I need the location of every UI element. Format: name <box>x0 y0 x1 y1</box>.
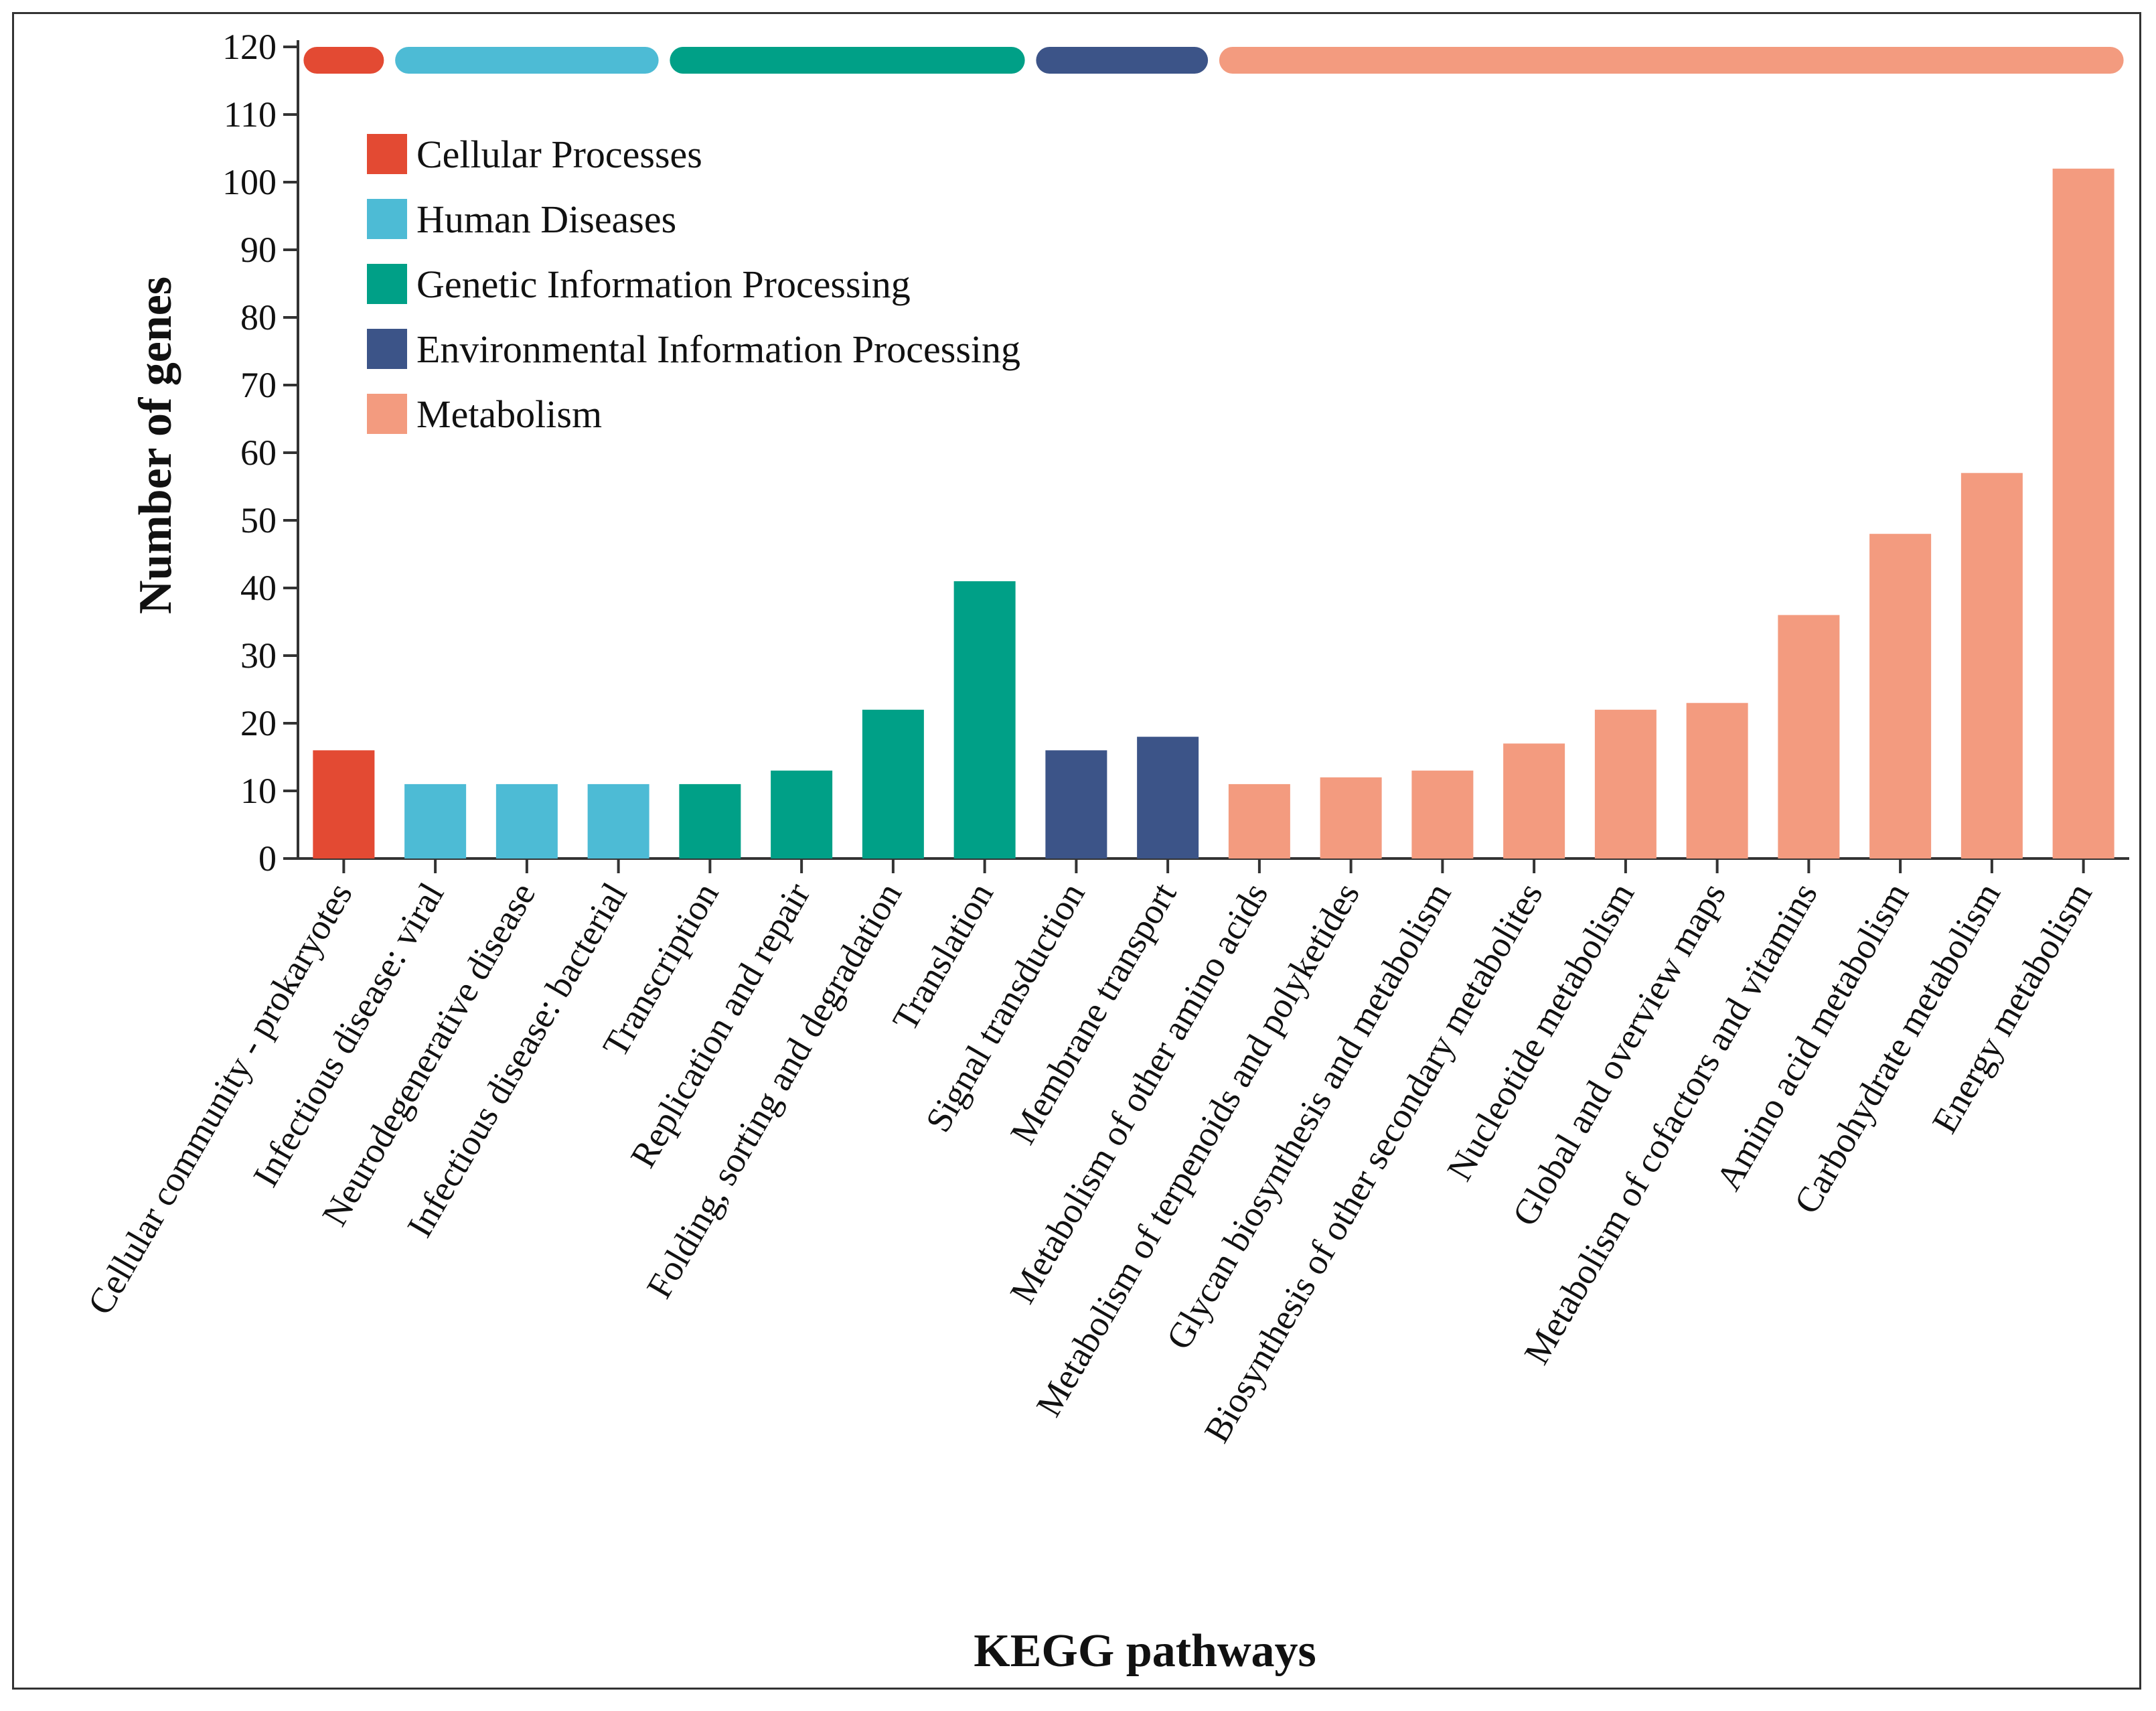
y-tick-label: 50 <box>240 500 277 540</box>
x-axis-label: KEGG pathways <box>974 1625 1316 1677</box>
legend-label: Human Diseases <box>416 198 676 241</box>
y-tick-label: 40 <box>240 568 277 608</box>
bar <box>1686 702 1748 859</box>
group-indicator-bar <box>1036 47 1209 74</box>
legend-label: Metabolism <box>416 392 602 436</box>
bar <box>1869 534 1932 859</box>
bars <box>313 168 2114 859</box>
y-tick-label: 90 <box>240 230 277 270</box>
y-tick-label: 120 <box>222 27 277 67</box>
y-axis-label: Number of genes <box>130 277 181 614</box>
group-indicator-bar <box>303 47 384 74</box>
legend-swatch <box>367 264 407 304</box>
group-indicator-bar <box>1219 47 2124 74</box>
y-tick-label: 60 <box>240 433 277 473</box>
bar <box>1411 770 1474 859</box>
bar <box>1594 709 1657 859</box>
bar <box>862 709 924 859</box>
legend-label: Environmental Information Processing <box>416 327 1020 371</box>
bar <box>495 784 558 859</box>
bar <box>1045 750 1107 859</box>
legend-swatch <box>367 329 407 369</box>
bar <box>1503 743 1565 859</box>
bar <box>1960 473 2023 859</box>
legend-label: Genetic Information Processing <box>416 263 911 306</box>
y-tick-label: 20 <box>240 703 277 743</box>
category-labels: Cellular community - prokaryotesInfectio… <box>80 876 2100 1449</box>
y-tick-label: 30 <box>240 636 277 676</box>
bar <box>953 581 1016 859</box>
y-tick-label: 110 <box>224 94 277 135</box>
bar <box>1320 777 1382 859</box>
legend-swatch <box>367 199 407 239</box>
y-tick-label: 10 <box>240 771 277 811</box>
x-tick-label: Biosynthesis of other secondary metaboli… <box>1197 876 1551 1449</box>
legend-swatch <box>367 394 407 434</box>
bar <box>771 770 833 859</box>
bar <box>1228 784 1290 859</box>
bar <box>587 784 649 859</box>
bar <box>1137 737 1199 859</box>
y-tick-label: 70 <box>240 365 277 405</box>
y-tick-label: 100 <box>222 162 277 202</box>
legend-swatch <box>367 134 407 174</box>
bar <box>2052 168 2114 859</box>
bar <box>679 784 741 859</box>
group-indicator-bar <box>670 47 1025 74</box>
bar <box>1778 615 1840 859</box>
bar <box>404 784 467 859</box>
x-tick-label: Membrane transport <box>1002 876 1184 1150</box>
bar <box>313 750 375 859</box>
y-tick-label: 80 <box>240 297 277 338</box>
group-indicator-bars <box>303 47 2124 74</box>
legend: Cellular Processes Human Diseases Genetic … <box>367 133 1020 436</box>
legend-label: Cellular Processes <box>416 133 702 176</box>
group-indicator-bar <box>395 47 659 74</box>
y-tick-label: 0 <box>258 838 277 879</box>
